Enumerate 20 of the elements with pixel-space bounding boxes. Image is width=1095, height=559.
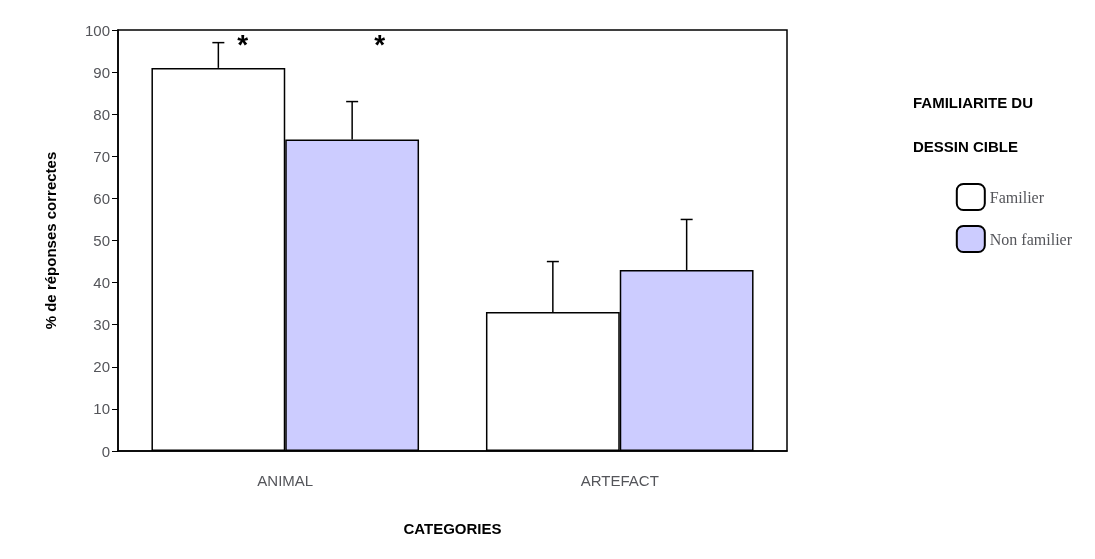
y-tick-label: 20 <box>93 358 110 376</box>
x-axis-title: CATEGORIES <box>403 520 502 537</box>
annotation: * <box>374 28 386 60</box>
y-tick-label: 10 <box>93 400 110 418</box>
annotation: * <box>237 28 249 60</box>
x-tick-label: ARTEFACT <box>580 472 659 489</box>
x-tick-label: ANIMAL <box>257 472 314 489</box>
legend-label: Non familier <box>989 230 1073 248</box>
y-tick-label: 80 <box>93 105 110 123</box>
text: FAMILIARITE DU DESSIN CIBLE <box>913 93 1033 155</box>
y-tick-label: 50 <box>93 232 110 249</box>
y-tick-label: 0 <box>101 442 110 460</box>
y-tick-label: 60 <box>93 189 110 207</box>
legend-label: Familier <box>989 188 1045 206</box>
y-tick-label: 70 <box>93 147 110 165</box>
y-tick-label: 30 <box>93 316 110 334</box>
y-axis-title: % de réponses correctes <box>42 151 59 330</box>
y-tick-label: 40 <box>93 274 110 292</box>
y-tick-label: 90 <box>93 63 110 81</box>
y-tick-label: 100 <box>84 21 110 39</box>
